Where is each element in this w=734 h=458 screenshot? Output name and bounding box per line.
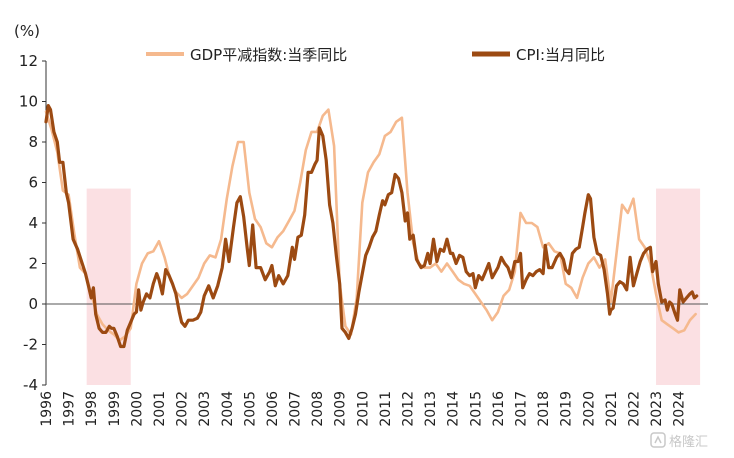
x-tick-label: 2004 xyxy=(220,391,236,427)
x-tick-label: 2006 xyxy=(265,391,281,427)
x-tick-label: 2018 xyxy=(536,391,552,427)
x-tick-label: 2015 xyxy=(468,391,484,427)
x-tick-label: 2007 xyxy=(288,391,304,427)
x-tick-label: 1997 xyxy=(62,391,78,427)
watermark-text: 格隆汇 xyxy=(669,434,708,450)
y-tick-label: -2 xyxy=(23,336,38,354)
x-tick-label: 2013 xyxy=(423,391,439,427)
axes: -4 -2 0 2 4 6 8 10 12 1996 1997 1998 1999 2000 2001 200… xyxy=(19,52,708,427)
watermark: 格隆汇 xyxy=(650,432,708,450)
x-tick-label: 2021 xyxy=(604,391,620,427)
y-tick-label: 12 xyxy=(19,52,38,70)
series-line-0 xyxy=(44,108,697,342)
series-line-1 xyxy=(44,104,699,349)
x-tick-label: 1999 xyxy=(107,391,123,427)
x-tick-label: 2016 xyxy=(491,391,507,427)
x-tick-label: 2014 xyxy=(446,391,462,427)
y-tick-label: 2 xyxy=(28,255,38,273)
y-tick-label: 4 xyxy=(28,214,38,232)
x-tick-label: 2010 xyxy=(355,391,371,427)
watermark-logo-icon xyxy=(650,432,666,448)
x-tick-label: 2008 xyxy=(310,391,326,427)
x-tick-label: 2012 xyxy=(401,391,417,427)
shaded-regions xyxy=(86,188,701,385)
y-tick-label: -4 xyxy=(23,376,38,394)
x-tick-label: 2017 xyxy=(513,391,529,427)
x-tick-label: 2000 xyxy=(129,391,145,427)
x-tick-label: 2001 xyxy=(152,391,168,427)
x-tick-label: 2022 xyxy=(626,391,642,427)
x-tick-label: 2002 xyxy=(175,391,191,427)
x-tick-label: 1998 xyxy=(84,391,100,427)
legend-label-0: GDP平减指数:当季同比 xyxy=(190,46,347,64)
x-tick-label: 2019 xyxy=(559,391,575,427)
x-tick-label: 2023 xyxy=(649,391,665,427)
x-tick-label: 2011 xyxy=(378,391,394,427)
shaded-region-1 xyxy=(656,188,701,385)
x-tick-label: 1996 xyxy=(39,391,55,427)
legend: GDP平减指数:当季同比 CPI:当月同比 xyxy=(146,46,605,64)
legend-label-1: CPI:当月同比 xyxy=(516,46,605,64)
x-tick-label: 2024 xyxy=(672,391,688,427)
y-tick-label: 0 xyxy=(28,295,38,313)
series-lines xyxy=(44,104,699,349)
y-tick-label: 6 xyxy=(28,174,38,192)
unit-label: (%) xyxy=(14,22,40,40)
x-tick-label: 2003 xyxy=(197,391,213,427)
y-tick-label: 10 xyxy=(19,93,38,111)
x-tick-label: 2005 xyxy=(242,391,258,427)
y-tick-label: 8 xyxy=(28,133,38,151)
x-tick-label: 2020 xyxy=(581,391,597,427)
x-tick-label: 2009 xyxy=(333,391,349,427)
